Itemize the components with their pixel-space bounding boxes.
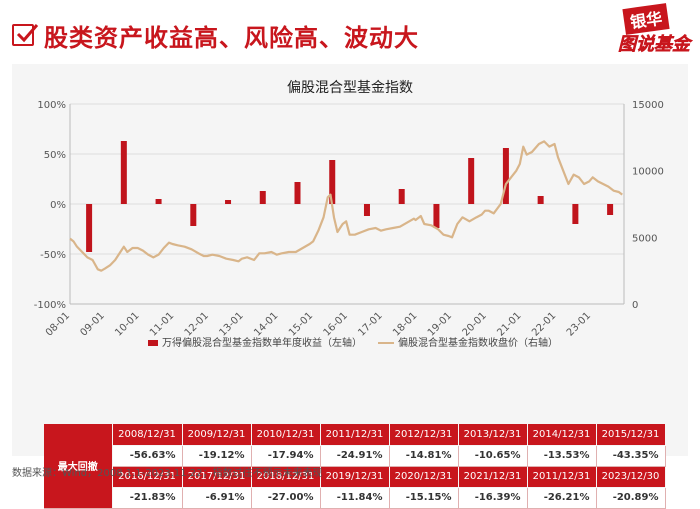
date-cell: 2021/12/31 (458, 466, 528, 488)
date-cell: 2017/12/31 (182, 466, 252, 488)
checkbox-icon (12, 24, 39, 46)
bar (572, 204, 579, 224)
value-cell: -20.89% (596, 487, 666, 509)
logo-bottom: 图说基金 (618, 34, 691, 56)
x-axis-tick: 20-01 (461, 310, 489, 338)
x-axis-tick: 17-01 (356, 310, 384, 338)
bar (398, 189, 405, 204)
value-cell: -43.35% (596, 445, 666, 467)
x-axis-tick: 18-01 (391, 310, 419, 338)
value-cell: -15.15% (389, 487, 459, 509)
date-cell: 2010/12/31 (251, 424, 321, 446)
right-axis-tick: 0 (632, 300, 638, 311)
value-cell: -19.12% (182, 445, 252, 467)
x-axis-tick: 13-01 (217, 310, 245, 338)
x-axis-tick: 15-01 (287, 310, 315, 338)
bar (190, 204, 197, 226)
date-cell: 2009/12/31 (182, 424, 252, 446)
x-axis-tick: 23-01 (565, 310, 593, 338)
brand-logo: 银华 图说基金 (604, 3, 691, 58)
date-cell: 2011/12/31 (320, 424, 390, 446)
bar (120, 141, 127, 204)
bar (537, 196, 544, 204)
value-cell: -13.53% (527, 445, 597, 467)
value-cell: -10.65% (458, 445, 528, 467)
x-axis-tick: 22-01 (530, 310, 558, 338)
legend-label-line: 偏股混合型基金指数收盘价（右轴） (398, 336, 558, 349)
value-cell: -26.21% (527, 487, 597, 509)
value-cell: -17.94% (251, 445, 321, 467)
bar (607, 204, 614, 215)
value-cell: -27.00% (251, 487, 321, 509)
bar (155, 199, 162, 204)
legend-swatch-bar (148, 340, 158, 346)
table-row: -21.83% -6.91% -27.00% -11.84% -15.15% -… (44, 487, 666, 509)
header: 股类资产收益高、风险高、波动大 银华 图说基金 (0, 0, 700, 62)
value-cell: -24.91% (320, 445, 390, 467)
data-source-note: 数据来源：Wind，2008.1.1-2023.11.22；指数过往不预示未来表… (12, 468, 323, 479)
value-cell: -14.81% (389, 445, 459, 467)
date-cell: 2008/12/31 (112, 424, 183, 446)
x-axis-tick: 21-01 (495, 310, 523, 338)
right-axis-tick: 15000 (632, 100, 664, 111)
bar (329, 160, 336, 204)
table-row: -56.63% -19.12% -17.94% -24.91% -14.81% … (44, 445, 666, 467)
right-axis-tick: 10000 (632, 167, 664, 178)
x-axis-tick: 09-01 (79, 310, 107, 338)
bar (259, 191, 266, 204)
date-cell: 2014/12/31 (527, 424, 597, 446)
table-row: 最大回撤 2008/12/31 2009/12/31 2010/12/31 20… (44, 424, 666, 509)
chart-title: 偏股混合型基金指数 (287, 79, 413, 96)
value-cell: -56.63% (112, 445, 183, 467)
date-cell: 2023/12/30 (596, 466, 666, 488)
date-cell: 2020/12/31 (389, 466, 459, 488)
date-cell: 2011/12/31 (527, 466, 597, 488)
date-cell: 2018/12/31 (251, 466, 321, 488)
left-axis-tick: -100% (34, 300, 66, 311)
bar (225, 200, 232, 204)
table-row: 2016/12/31 2017/12/31 2018/12/31 2019/12… (44, 466, 666, 488)
bar (294, 182, 301, 204)
x-axis-tick: 11-01 (148, 310, 176, 338)
bar (86, 204, 93, 252)
value-cell: -16.39% (458, 487, 528, 509)
x-axis-tick: 19-01 (426, 310, 454, 338)
date-cell: 2019/12/31 (320, 466, 390, 488)
date-cell: 2013/12/31 (458, 424, 528, 446)
bar (502, 148, 509, 204)
left-axis-tick: 100% (37, 100, 66, 111)
date-cell: 2015/12/31 (596, 424, 666, 446)
right-axis-tick: 5000 (632, 233, 657, 244)
bar (363, 204, 370, 216)
x-axis-tick: 16-01 (322, 310, 350, 338)
x-axis-tick: 08-01 (44, 310, 72, 338)
date-cell: 2012/12/31 (389, 424, 459, 446)
left-axis-tick: -50% (40, 250, 66, 261)
value-cell: -21.83% (112, 487, 183, 509)
value-cell: -6.91% (182, 487, 252, 509)
series-line (69, 140, 623, 272)
left-axis-tick: 0% (50, 200, 66, 211)
left-axis-tick: 50% (44, 150, 66, 161)
page-title: 股类资产收益高、风险高、波动大 (44, 24, 419, 52)
bar (433, 204, 440, 228)
x-axis-tick: 10-01 (113, 310, 141, 338)
legend-label-bar: 万得偏股混合型基金指数单年度收益（左轴） (162, 336, 362, 349)
chart-panel: 偏股混合型基金指数 100% 50% 0% -50% -100% 15000 10000 500… (12, 64, 688, 509)
x-axis-tick: 14-01 (252, 310, 280, 338)
chart: 偏股混合型基金指数 100% 50% 0% -50% -100% 15000 10000 500… (34, 79, 664, 349)
x-axis-tick: 12-01 (183, 310, 211, 338)
value-cell: -11.84% (320, 487, 390, 509)
bar (468, 158, 475, 204)
